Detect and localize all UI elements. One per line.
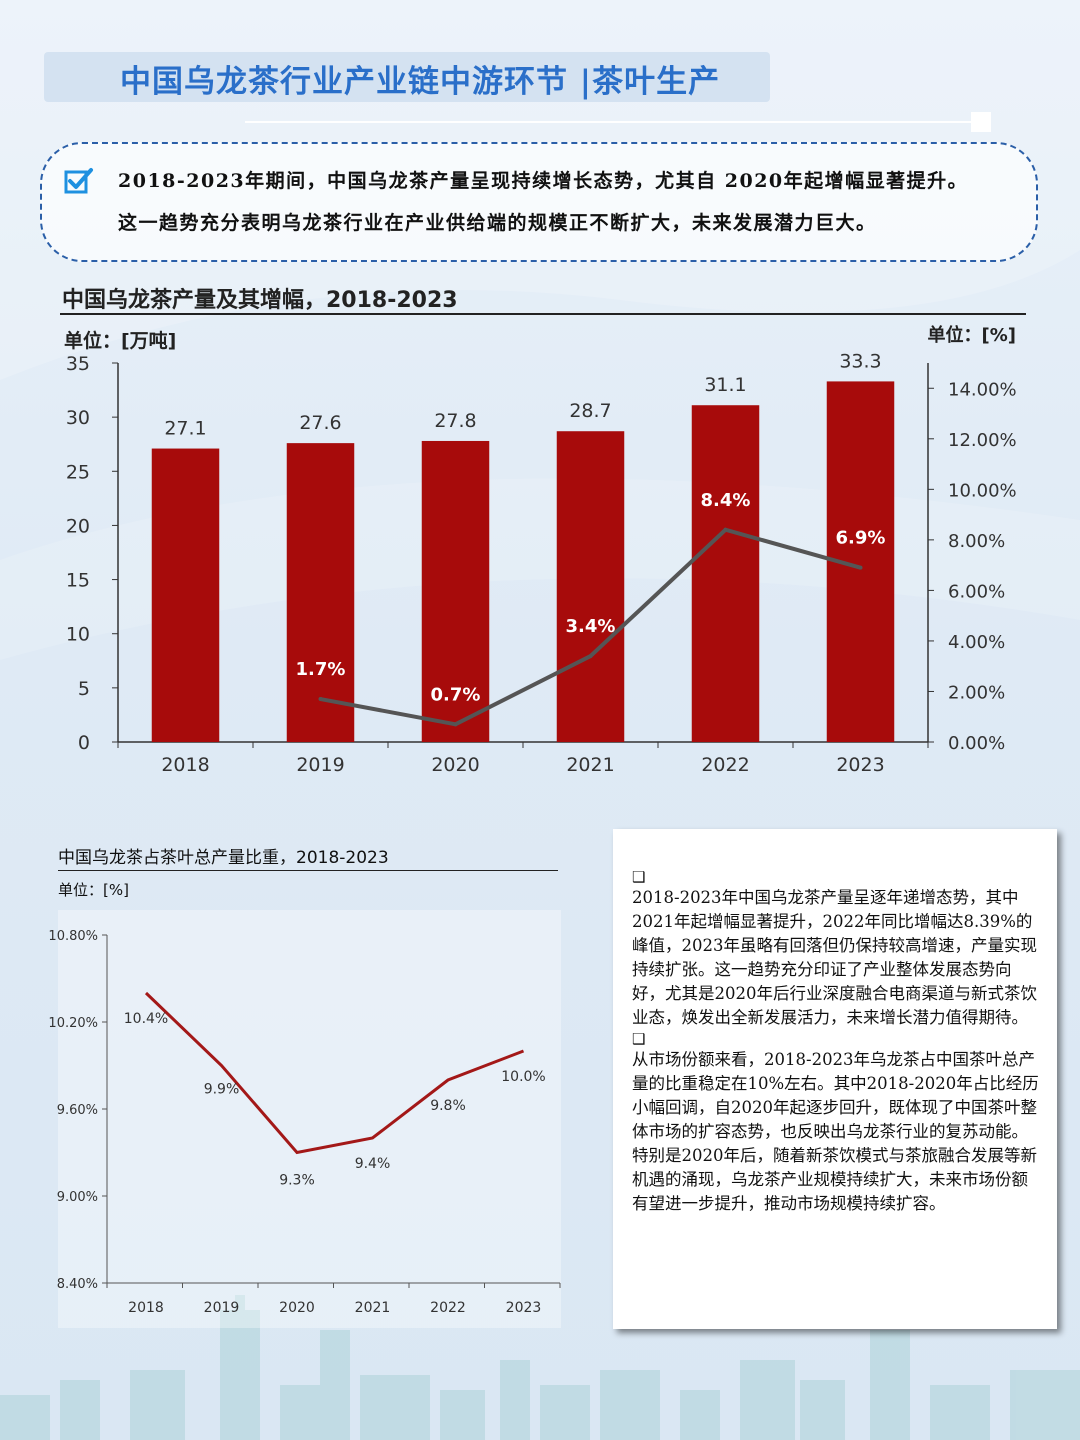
city-skyline-decoration (0, 1295, 1080, 1440)
analysis-text: ❑ 2018-2023年中国乌龙茶产量呈逐年递增态势，其中2021年起增幅显著提… (632, 868, 1042, 1216)
chart2-title-rule (58, 870, 558, 871)
chart1-title: 中国乌龙茶产量及其增幅，2018-2023 (62, 288, 458, 313)
title-underline (245, 121, 975, 123)
summary-line-1: 2018-2023年期间，中国乌龙茶产量呈现持续增长态势，尤其自 2020年起增… (118, 170, 969, 192)
analysis-panel (613, 829, 1057, 1329)
chart2-title: 中国乌龙茶占茶叶总产量比重，2018-2023 (58, 848, 389, 868)
checkbox-check-icon (64, 168, 93, 194)
page-title: 中国乌龙茶行业产业链中游环节 |茶叶生产 (120, 64, 721, 100)
title-banner (44, 52, 770, 102)
chart1-title-rule (60, 313, 1026, 315)
analysis-paragraph-2: 从市场份额来看，2018-2023年乌龙茶占中国茶叶总产量的比重稳定在10%左右… (632, 1050, 1039, 1213)
analysis-paragraph-1: 2018-2023年中国乌龙茶产量呈逐年递增态势，其中2021年起增幅显著提升，… (632, 888, 1037, 1027)
summary-text: 2018-2023年期间，中国乌龙茶产量呈现持续增长态势，尤其自 2020年起增… (118, 160, 1048, 244)
checkbox-empty-icon: ❑ (632, 1030, 646, 1048)
summary-line-2: 这一趋势充分表明乌龙茶行业在产业供给端的规模正不断扩大，未来发展潜力巨大。 (118, 212, 877, 234)
checkbox-empty-icon: ❑ (632, 868, 646, 886)
summary-box (40, 142, 1038, 262)
title-square-decoration (971, 112, 991, 132)
